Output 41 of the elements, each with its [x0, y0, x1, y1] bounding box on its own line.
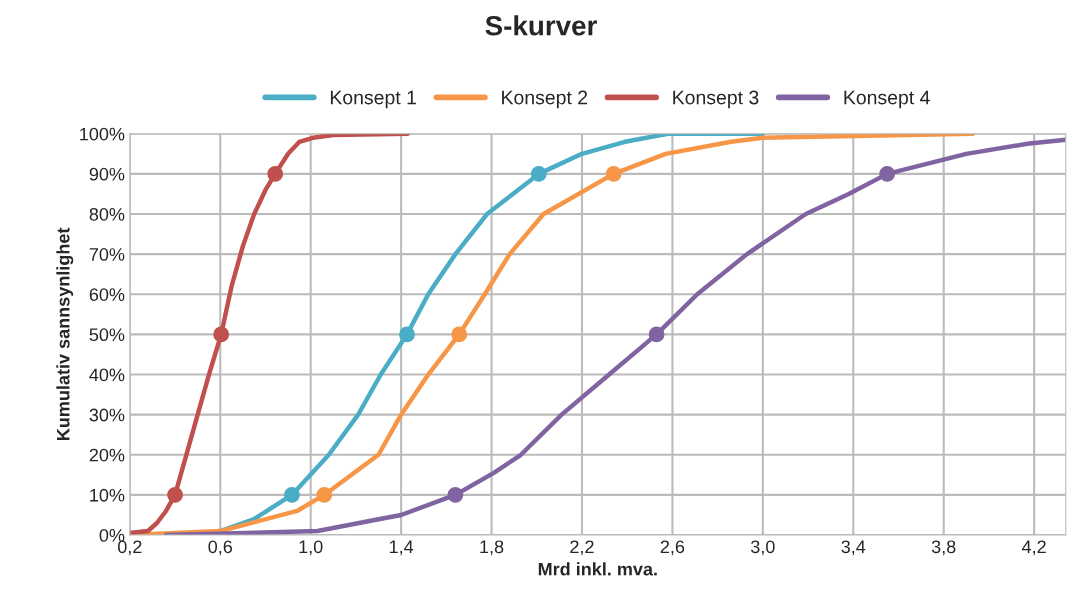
legend-label: Konsept 3 [673, 90, 759, 109]
x-tick-label: 0,2 [118, 540, 142, 556]
y-tick-label: 40% [89, 368, 125, 382]
legend-label: Konsept 2 [502, 90, 588, 109]
point [879, 166, 896, 182]
x-tick-label: 3,8 [931, 540, 956, 556]
x-tick-label: 3,0 [750, 540, 775, 556]
point [167, 487, 183, 503]
x-tick-label: 1,0 [299, 540, 323, 556]
y-tick-label: 90% [89, 167, 125, 181]
y-tick-label: 50% [89, 328, 125, 342]
x-tick-label: 0,6 [208, 540, 233, 556]
point [605, 166, 622, 182]
x-tick-label: 2,2 [570, 540, 594, 556]
y-tick-label: 100% [80, 127, 125, 141]
chart-title: S-kurver [485, 15, 597, 36]
point [447, 487, 464, 503]
point [267, 166, 284, 182]
y-tick-label: 70% [89, 248, 125, 261]
x-axis-title: Mrd inkl. mva. [538, 562, 657, 576]
y-tick-label: 30% [89, 408, 125, 422]
point [451, 326, 468, 343]
point [648, 326, 665, 343]
y-tick-label: 60% [89, 288, 125, 301]
x-tick-label: 2,6 [660, 540, 685, 556]
x-tick-label: 4,2 [1021, 540, 1046, 556]
point [399, 326, 415, 343]
point [316, 487, 333, 503]
x-tick-label: 3,4 [841, 540, 866, 556]
y-tick-label: 10% [90, 488, 125, 502]
point [213, 326, 230, 343]
point [284, 487, 300, 503]
y-tick-label: 80% [89, 207, 125, 221]
y-tick-label: 20% [89, 448, 125, 462]
point [530, 166, 547, 182]
y-tick-label: 0% [99, 528, 125, 542]
legend-label: Konsept 4 [844, 90, 930, 109]
legend-label: Konsept 1 [330, 90, 416, 109]
x-tick-label: 1,4 [389, 540, 414, 556]
y-axis-title: Kumulativ sannsynlighet [56, 227, 74, 441]
x-tick-label: 1,8 [480, 540, 504, 556]
